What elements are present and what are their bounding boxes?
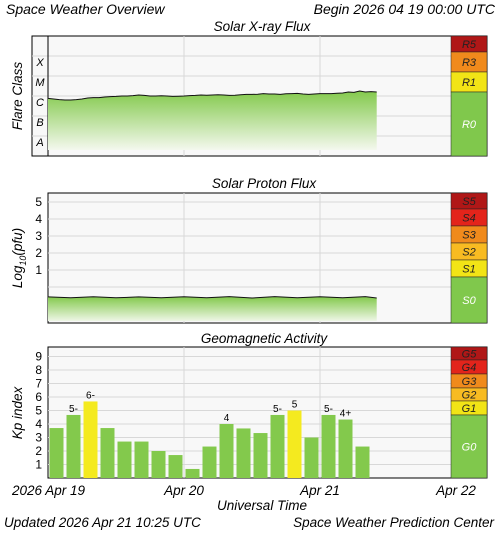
kp-bar-label: 6- [86, 390, 95, 401]
kp-bar [100, 428, 115, 478]
date-tick-label: Apr 22 [435, 483, 476, 498]
proton-area-fill [48, 296, 377, 321]
scale-level-label: G5 [462, 349, 478, 361]
kp-bars: 5- 6- 4 5- 5 5- 4+ [49, 390, 370, 478]
scale-level-label: S0 [462, 295, 476, 307]
y-tick-label: 2 [35, 444, 42, 458]
scale-level-label: S3 [462, 230, 476, 242]
scale-level-label: R1 [462, 77, 476, 89]
scale-level-label: G0 [462, 442, 478, 454]
scale-level [450, 414, 488, 479]
kp-bar-label: 4 [224, 413, 230, 424]
scale-level [450, 91, 488, 157]
y-tick-label: 4 [35, 212, 42, 226]
proton-flux-area [48, 296, 377, 321]
proton-y-ticks: 1 2 3 4 5 [35, 195, 42, 277]
date-tick-label: Apr 20 [163, 483, 204, 498]
y-tick-label: 7 [35, 377, 42, 391]
scale-level-label: G1 [462, 403, 477, 415]
kp-bar [202, 446, 217, 478]
kp-bar [253, 433, 268, 478]
begin-time: Begin 2026 04 19 00:00 UTC [314, 1, 496, 17]
kp-bar-label: 5- [324, 404, 333, 415]
kp-bar [134, 441, 149, 478]
kp-bar [236, 428, 251, 478]
kp-bar [355, 446, 370, 478]
y-tick-label: 5 [35, 195, 42, 209]
y-tick-label: 6 [35, 390, 42, 404]
figure-title: Space Weather Overview [6, 1, 165, 17]
y-tick-label: 9 [35, 350, 42, 364]
kp-bar [168, 455, 183, 478]
y-tick-label: 3 [35, 229, 42, 243]
scale-level-label: R3 [462, 57, 477, 69]
kp-bar [321, 414, 336, 478]
flare-class-label: M [35, 77, 45, 89]
flare-class-label: B [36, 117, 43, 129]
date-tick-label: 2026 Apr 19 [11, 483, 86, 498]
y-tick-label: 4 [35, 417, 42, 431]
y-tick-label: 2 [35, 246, 42, 260]
kp-bar [49, 428, 64, 478]
kp-bar-label: 5- [69, 404, 78, 415]
kp-bar-label: 4+ [340, 409, 352, 420]
proton-flux-line [47, 296, 377, 299]
flare-class-label: C [36, 97, 44, 109]
flare-class-label: A [35, 137, 43, 149]
kp-ylabel: Kp index [10, 385, 25, 439]
kp-bar [83, 401, 98, 478]
kp-bar-label: 5- [273, 404, 282, 415]
scale-level-label: S1 [462, 264, 475, 276]
kp-bar [66, 414, 81, 478]
xray-flux-line [47, 90, 377, 101]
kp-bar-label: 5 [292, 400, 298, 411]
scale-level-label: G3 [462, 376, 478, 388]
y-tick-label: 5 [35, 404, 42, 418]
kp-bar [338, 419, 353, 478]
kp-bar [219, 424, 234, 478]
xray-title: Solar X-ray Flux [214, 19, 312, 34]
scale-level-label: S2 [462, 247, 475, 259]
kp-bar [117, 441, 132, 478]
xray-area-fill [48, 91, 377, 150]
proton-title: Solar Proton Flux [212, 176, 318, 191]
scale-level-label: R0 [462, 119, 477, 131]
kp-bar [185, 468, 200, 478]
scale-level-label: R5 [462, 39, 477, 51]
kp-bar [151, 451, 166, 478]
date-axis-ticks: 2026 Apr 19 Apr 20 Apr 21 Apr 22 [11, 483, 476, 498]
scale-level-label: S4 [462, 213, 475, 225]
proton-radiation-storm-scale: S5 S4 S3 S2 S1 S0 [450, 192, 488, 324]
scale-level-label: G4 [462, 362, 477, 374]
xaxis-label: Universal Time [217, 498, 307, 513]
xray-ylabel: Flare Class [10, 62, 25, 131]
date-tick-label: Apr 21 [299, 483, 340, 498]
scale-level-label: S5 [462, 196, 476, 208]
y-tick-label: 3 [35, 431, 42, 445]
kp-bar [304, 437, 319, 478]
updated-time: Updated 2026 Apr 21 10:25 UTC [4, 515, 201, 530]
prediction-center: Space Weather Prediction Center [293, 515, 494, 530]
proton-grid [48, 193, 451, 323]
kp-bar [270, 414, 285, 478]
y-tick-label: 1 [35, 458, 42, 472]
scale-level [450, 276, 488, 324]
xray-flux-area [48, 91, 377, 150]
kp-bar [287, 410, 302, 478]
y-tick-label: 8 [35, 363, 42, 377]
kp-title: Geomagnetic Activity [201, 331, 329, 346]
scale-level-label: G2 [462, 390, 477, 402]
proton-ylabel: Log10(pfu) [10, 228, 28, 288]
xray-radio-blackout-scale: R5 R3 R1 R0 [450, 35, 488, 157]
y-tick-label: 1 [35, 263, 42, 277]
flare-class-label: X [35, 57, 44, 69]
kp-grid [48, 347, 451, 478]
